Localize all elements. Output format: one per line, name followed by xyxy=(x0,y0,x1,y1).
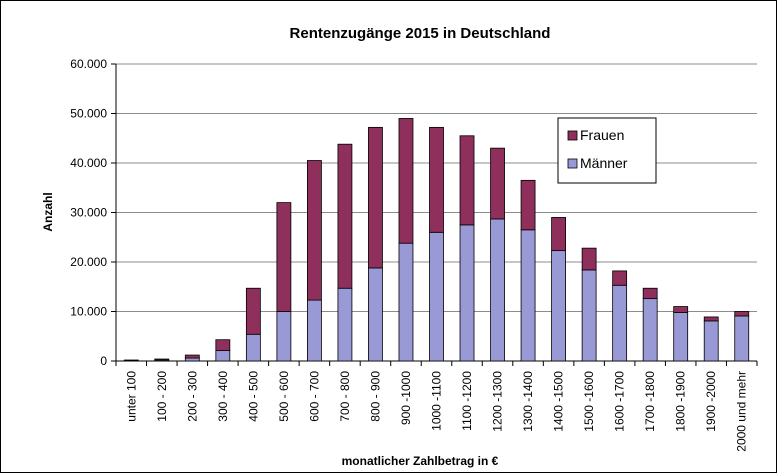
bar-segment xyxy=(459,224,475,362)
bar-segment xyxy=(734,315,750,362)
bar-segment xyxy=(215,350,231,362)
y-axis-title: Anzahl xyxy=(41,192,55,231)
x-tick-label: 2000 und mehr xyxy=(735,371,749,452)
y-tick-label: 40.000 xyxy=(70,156,107,170)
x-axis-title: monatlicher Zahlbetrag in € xyxy=(342,454,499,468)
legend-box xyxy=(557,117,657,184)
bar-segment xyxy=(154,358,170,361)
x-tick-label: 300 - 400 xyxy=(216,371,230,422)
bar-segment xyxy=(551,217,566,252)
bar-segment xyxy=(642,298,658,362)
chart-title: Rentenzugänge 2015 in Deutschland xyxy=(290,25,551,42)
bar-segment xyxy=(734,311,750,317)
x-tick-label: 1900 -2000 xyxy=(704,371,718,432)
x-tick-label: 1200 -1300 xyxy=(491,371,505,432)
y-tick-label: 10.000 xyxy=(70,305,107,319)
bar-segment xyxy=(398,242,414,362)
x-tick-label: 1500 -1600 xyxy=(582,371,596,432)
bar-segment xyxy=(551,250,566,362)
bar-segment xyxy=(673,306,689,313)
x-tick-label: unter 100 xyxy=(124,371,138,422)
bar-segment xyxy=(642,287,658,300)
legend-swatch xyxy=(567,130,578,141)
legend-swatch xyxy=(567,158,578,169)
bar-segment xyxy=(490,147,505,220)
x-tick-label: 400 - 500 xyxy=(246,371,260,422)
bar-segment xyxy=(184,354,200,359)
bar-segment xyxy=(612,284,628,362)
y-tick-label: 0 xyxy=(100,354,107,368)
bar-segment xyxy=(520,229,536,362)
bar-segment xyxy=(307,160,322,301)
bar-segment xyxy=(520,179,536,231)
x-tick-label: 700 - 800 xyxy=(338,371,352,422)
bar-segment xyxy=(337,143,353,289)
x-tick-label: 900 -1000 xyxy=(399,371,413,425)
x-tick-label: 1600 -1700 xyxy=(613,371,627,432)
x-tick-label: 500 - 600 xyxy=(277,371,291,422)
bar-segment xyxy=(337,287,353,362)
bar-segment xyxy=(398,118,414,244)
bar-segment xyxy=(307,299,322,362)
y-tick-label: 20.000 xyxy=(70,255,107,269)
legend-label: Frauen xyxy=(580,127,624,143)
x-tick-label: 1100 -1200 xyxy=(460,371,474,431)
x-tick-label: 600 - 700 xyxy=(307,371,321,422)
bar-segment xyxy=(245,333,261,362)
bar-segment xyxy=(215,339,231,352)
bar-segment xyxy=(245,287,261,335)
bar-segment xyxy=(703,320,719,362)
bar-segment xyxy=(184,357,200,362)
y-tick-label: 30.000 xyxy=(70,206,107,220)
x-tick-label: 100 - 200 xyxy=(155,371,169,422)
x-tick-label: 1400 -1500 xyxy=(552,371,566,432)
bar-segment xyxy=(490,218,505,362)
bar-segment xyxy=(703,316,719,322)
bar-segment xyxy=(612,270,628,286)
bar-segment xyxy=(429,231,444,362)
bar-segment xyxy=(459,135,475,226)
bar-segment xyxy=(581,247,597,271)
y-tick-label: 50.000 xyxy=(70,107,107,121)
bar-segment xyxy=(368,267,383,362)
legend-label: Männer xyxy=(580,155,628,171)
x-tick-label: 1700 -1800 xyxy=(643,371,657,432)
x-tick-label: 1800 -1900 xyxy=(674,371,688,432)
x-tick-label: 1300 -1400 xyxy=(521,371,535,432)
bar-segment xyxy=(368,126,383,269)
bar-segment xyxy=(581,269,597,362)
bar-segment xyxy=(673,312,689,362)
x-tick-label: 800 - 900 xyxy=(368,371,382,422)
bar-segment xyxy=(276,311,292,362)
bar-segment xyxy=(429,126,444,233)
y-tick-label: 60.000 xyxy=(70,57,107,71)
x-tick-label: 200 - 300 xyxy=(185,371,199,422)
bar-segment xyxy=(276,202,292,312)
x-tick-label: 1000 -1100 xyxy=(430,371,444,431)
